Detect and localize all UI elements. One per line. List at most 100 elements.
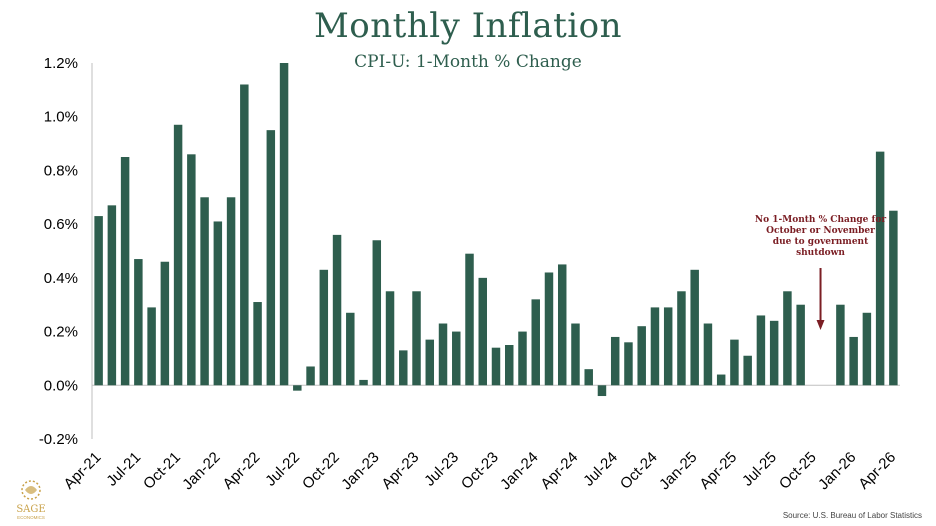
annotation-line: No 1-Month % Change for: [755, 215, 886, 225]
x-tick-label: Jul-24: [580, 449, 621, 490]
x-tick-label: Jul-21: [103, 449, 144, 490]
bar-dec-25: [836, 304, 845, 386]
bar-nov-23: [505, 345, 514, 386]
logo-sub: ECONOMICS: [17, 515, 45, 520]
x-tick-label: Jul-22: [262, 449, 303, 490]
x-tick-label: Apr-23: [378, 449, 422, 493]
bar-mar-23: [399, 350, 408, 386]
bar-feb-26: [862, 312, 872, 386]
bar-mar-26: [875, 151, 885, 386]
bar-dec-21: [200, 197, 209, 386]
annotation-line: shutdown: [796, 248, 845, 258]
x-tick-label: Jul-23: [421, 449, 462, 490]
x-tick-label: Oct-22: [299, 449, 343, 493]
bar-aug-25: [783, 291, 792, 386]
bar-apr-26: [889, 210, 898, 386]
bar-may-25: [743, 355, 752, 386]
x-tick-label: Oct-23: [458, 449, 502, 493]
sage-economics-logo: SAGE ECONOMICS: [16, 480, 46, 520]
x-tick-label: Oct-25: [776, 449, 820, 493]
y-tick-label: 0.0%: [44, 377, 78, 394]
x-tick-label: Jan-26: [815, 449, 859, 493]
bar-oct-24: [650, 307, 660, 386]
x-tick-label: Jan-23: [338, 449, 382, 493]
bar-mar-22: [240, 84, 249, 386]
x-tick-label: Apr-26: [855, 449, 899, 493]
x-tick-label: Apr-24: [537, 449, 581, 493]
bar-may-21: [107, 205, 117, 386]
bar-apr-23: [412, 291, 421, 386]
y-tick-label: -0.2%: [39, 431, 78, 448]
bar-nov-24: [663, 307, 673, 386]
chart-title: Monthly Inflation: [313, 6, 623, 46]
bar-jan-22: [213, 221, 223, 386]
bar-jul-22: [293, 385, 302, 391]
bar-feb-25: [703, 323, 713, 386]
bar-sep-23: [478, 277, 487, 386]
bar-jan-23: [372, 240, 382, 386]
source-note: Source: U.S. Bureau of Labor Statistics: [782, 511, 922, 520]
bar-mar-25: [716, 374, 726, 386]
bar-aug-23: [465, 253, 474, 386]
y-tick-label: 0.2%: [44, 324, 78, 341]
x-tick-label: Apr-22: [220, 449, 264, 493]
bar-nov-22: [346, 312, 355, 386]
y-tick-label: 0.8%: [44, 162, 78, 179]
bar-apr-25: [730, 339, 739, 386]
x-tick-label: Jan-24: [497, 449, 541, 493]
bar-oct-22: [332, 234, 342, 386]
bar-dec-22: [359, 379, 368, 386]
bar-sep-21: [160, 261, 170, 386]
bar-jun-24: [597, 385, 607, 397]
bar-may-22: [266, 130, 276, 386]
bar-nov-21: [187, 154, 196, 386]
x-tick-label: Apr-25: [696, 449, 740, 493]
x-tick-label: Jul-25: [739, 449, 780, 490]
bar-aug-22: [306, 366, 315, 386]
bar-sep-25: [796, 304, 805, 386]
bar-jul-25: [769, 320, 779, 386]
bar-apr-21: [94, 216, 103, 386]
bar-jun-23: [438, 323, 448, 386]
bar-may-24: [584, 369, 593, 386]
bar-jul-23: [452, 331, 461, 386]
y-tick-label: 1.2%: [44, 55, 78, 72]
annotation-line: October or November: [766, 226, 875, 236]
bar-dec-23: [518, 331, 527, 386]
bar-jul-24: [610, 336, 620, 386]
bar-apr-24: [571, 323, 580, 386]
bar-mar-24: [557, 264, 567, 386]
bar-aug-24: [624, 342, 633, 386]
x-tick-label: Apr-21: [61, 449, 105, 493]
annotation-line: due to government: [773, 237, 869, 247]
bar-jan-25: [690, 269, 699, 386]
bar-oct-23: [491, 347, 501, 386]
bar-feb-22: [226, 197, 236, 386]
y-tick-label: 0.6%: [44, 216, 78, 233]
logo-brand: SAGE: [16, 504, 45, 515]
bar-jul-21: [134, 259, 143, 386]
bar-jun-21: [120, 157, 130, 386]
x-tick-label: Oct-24: [617, 449, 661, 493]
bar-jun-25: [756, 315, 766, 386]
bar-jan-24: [531, 299, 540, 386]
annotation-arrow-head: [816, 320, 825, 330]
chart-subtitle: CPI-U: 1-Month % Change: [354, 52, 582, 72]
x-tick-label: Jan-22: [179, 449, 223, 493]
y-tick-label: 1.0%: [44, 109, 78, 126]
bar-oct-21: [173, 124, 183, 386]
bar-aug-21: [147, 307, 156, 386]
bar-jun-22: [279, 63, 289, 386]
bar-may-23: [425, 339, 435, 386]
y-tick-label: 0.4%: [44, 270, 78, 287]
bar-feb-23: [385, 291, 395, 386]
bar-dec-24: [677, 291, 686, 386]
bar-jan-26: [849, 336, 858, 386]
x-tick-label: Jan-25: [656, 449, 700, 493]
bar-sep-24: [637, 326, 646, 386]
bar-apr-22: [253, 302, 262, 386]
bar-feb-24: [544, 272, 554, 386]
bar-sep-22: [319, 269, 329, 386]
x-tick-label: Oct-21: [140, 449, 184, 493]
